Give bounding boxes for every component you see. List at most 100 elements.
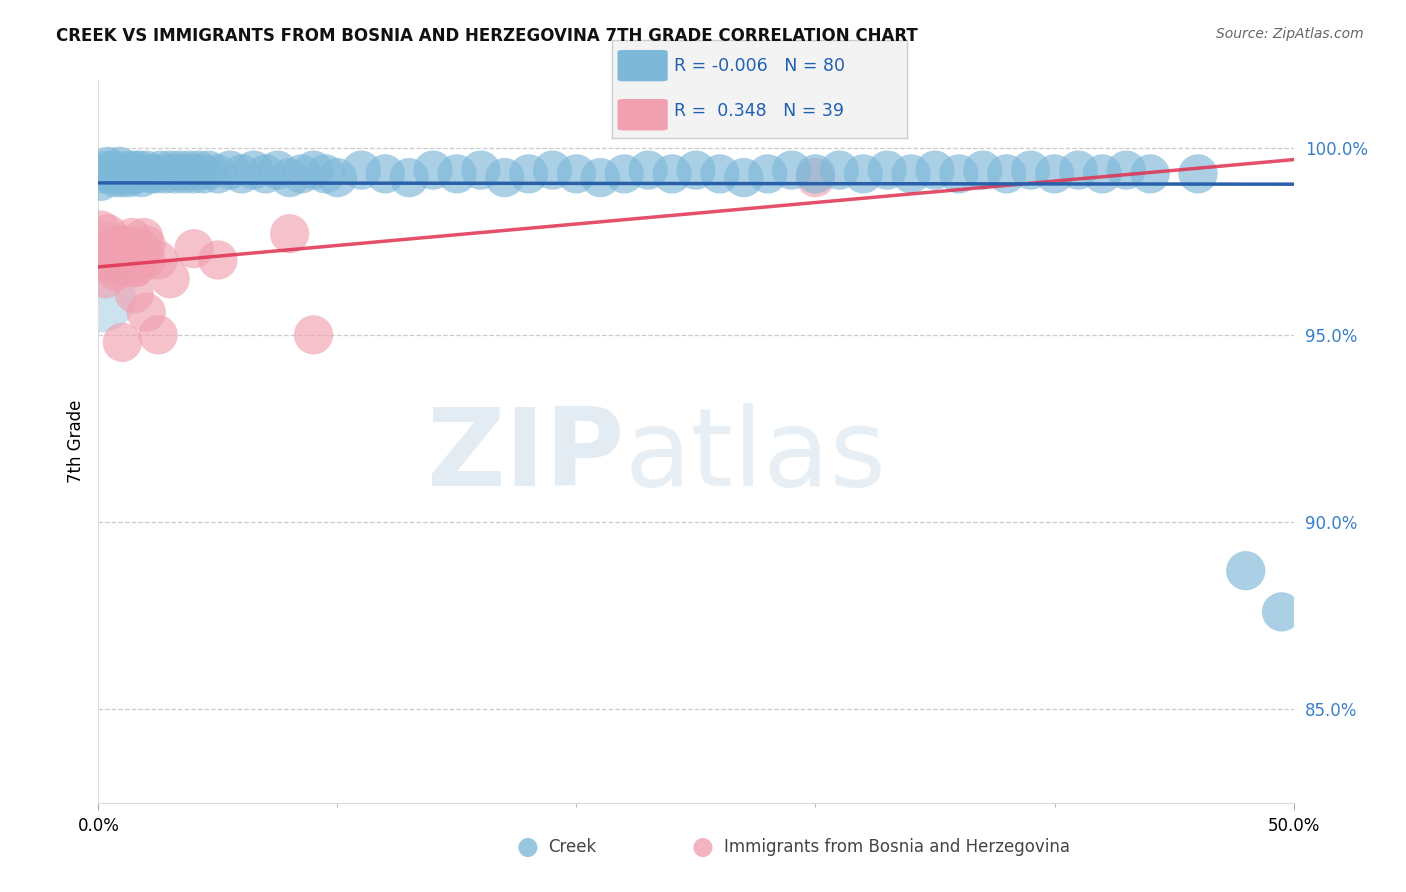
Point: [91, 234, 114, 248]
Point: [169, 163, 191, 178]
Text: R =  0.348   N = 39: R = 0.348 N = 39: [673, 102, 844, 120]
Point: [446, 167, 468, 181]
Point: [114, 260, 136, 275]
Point: [374, 167, 396, 181]
Point: [155, 167, 177, 181]
Point: [98, 242, 122, 256]
Point: [159, 271, 181, 285]
Point: [661, 167, 683, 181]
Point: [1139, 167, 1161, 181]
Point: [924, 163, 946, 178]
Text: CREEK VS IMMIGRANTS FROM BOSNIA AND HERZEGOVINA 7TH GRADE CORRELATION CHART: CREEK VS IMMIGRANTS FROM BOSNIA AND HERZ…: [56, 27, 918, 45]
Point: [1115, 163, 1137, 178]
Point: [107, 167, 129, 181]
Point: [187, 163, 209, 178]
Point: [302, 327, 325, 342]
Text: Source: ZipAtlas.com: Source: ZipAtlas.com: [1216, 27, 1364, 41]
Point: [179, 163, 201, 178]
Point: [125, 167, 148, 181]
Point: [948, 167, 970, 181]
Point: [111, 245, 134, 260]
Point: [114, 167, 136, 181]
Point: [589, 170, 612, 185]
Point: [876, 163, 898, 178]
Point: [231, 167, 253, 181]
Point: [91, 167, 114, 181]
Point: [128, 252, 150, 267]
Point: [1234, 564, 1257, 578]
Point: [104, 170, 127, 185]
Point: [90, 290, 112, 304]
Point: [101, 245, 124, 260]
Point: [302, 163, 325, 178]
Point: [637, 163, 659, 178]
Point: [90, 223, 112, 237]
Point: [118, 170, 141, 185]
Point: [111, 170, 134, 185]
Point: [139, 167, 162, 181]
Point: [422, 163, 444, 178]
Point: [326, 170, 349, 185]
Point: [128, 163, 150, 178]
Point: [733, 170, 755, 185]
Point: [193, 167, 215, 181]
Point: [1187, 167, 1209, 181]
Point: [709, 167, 731, 181]
Point: [94, 271, 117, 285]
Text: Immigrants from Bosnia and Herzegovina: Immigrants from Bosnia and Herzegovina: [724, 838, 1070, 856]
Point: [159, 163, 181, 178]
Point: [219, 163, 242, 178]
Point: [135, 252, 157, 267]
Point: [108, 160, 131, 174]
Point: [780, 163, 803, 178]
Point: [145, 167, 167, 181]
Point: [1271, 605, 1294, 619]
Point: [517, 167, 540, 181]
Point: [398, 170, 420, 185]
Point: [131, 170, 153, 185]
Point: [828, 163, 851, 178]
Point: [90, 174, 112, 188]
Point: [98, 252, 122, 267]
Point: [101, 163, 124, 178]
Point: [97, 227, 120, 241]
Text: ●: ●: [692, 836, 714, 859]
Point: [118, 252, 141, 267]
Point: [183, 167, 205, 181]
Point: [1019, 163, 1042, 178]
Text: ZIP: ZIP: [426, 403, 624, 509]
Point: [541, 163, 564, 178]
Point: [197, 163, 219, 178]
Point: [278, 227, 301, 241]
FancyBboxPatch shape: [617, 50, 668, 81]
Point: [94, 163, 117, 178]
Point: [135, 238, 157, 252]
Point: [118, 249, 141, 263]
Point: [267, 163, 290, 178]
Point: [183, 242, 205, 256]
Point: [115, 163, 138, 178]
Point: [756, 167, 779, 181]
Point: [350, 163, 373, 178]
Point: [565, 167, 588, 181]
Point: [315, 167, 337, 181]
Text: R = -0.006   N = 80: R = -0.006 N = 80: [673, 57, 845, 75]
Point: [278, 170, 301, 185]
Point: [114, 257, 136, 271]
Point: [291, 167, 314, 181]
Point: [125, 260, 148, 275]
Text: atlas: atlas: [624, 403, 886, 509]
Point: [111, 335, 134, 350]
Point: [1067, 163, 1090, 178]
Point: [470, 163, 492, 178]
Point: [124, 260, 146, 275]
Point: [804, 167, 827, 181]
Point: [131, 242, 153, 256]
Point: [207, 167, 229, 181]
Text: ●: ●: [516, 836, 538, 859]
Point: [852, 167, 875, 181]
Point: [613, 167, 636, 181]
Point: [1091, 167, 1114, 181]
Point: [124, 286, 146, 301]
Point: [97, 160, 120, 174]
